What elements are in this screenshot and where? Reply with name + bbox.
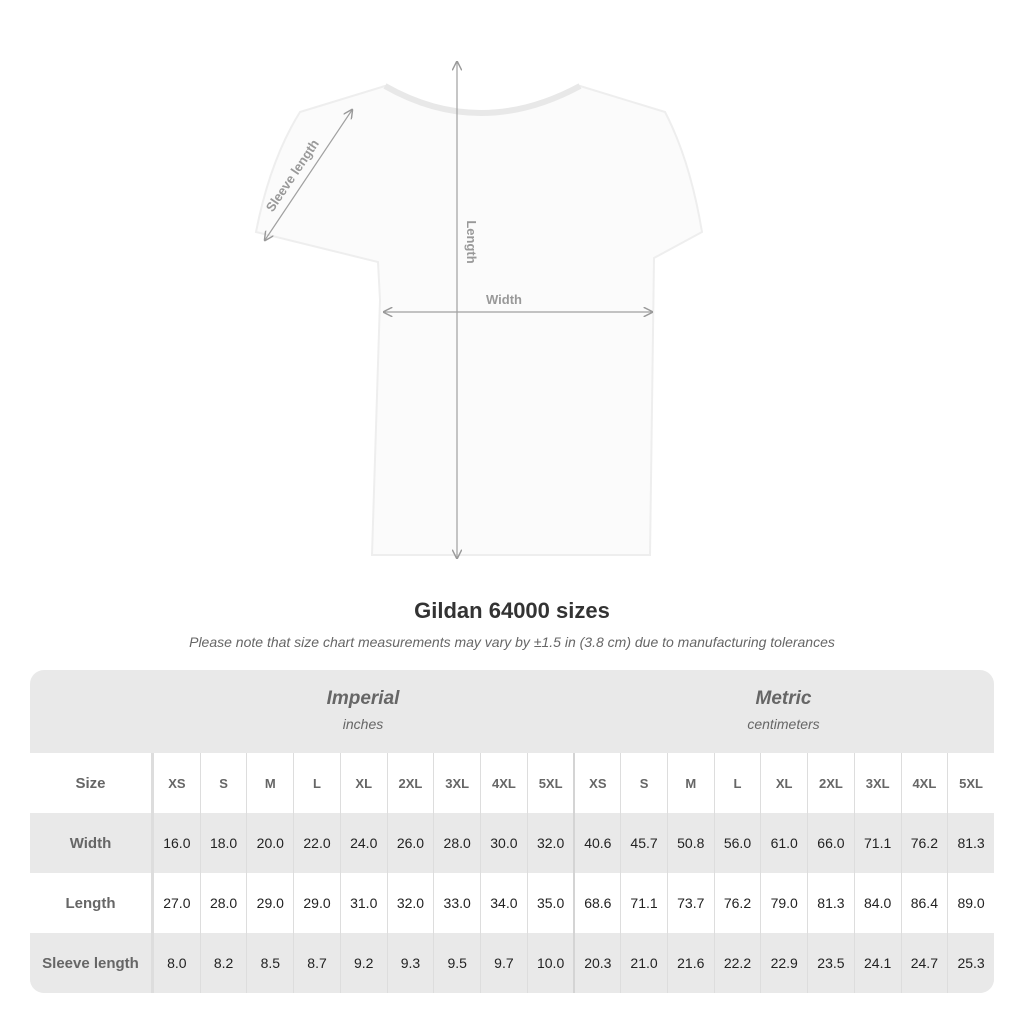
imperial-label: Imperial: [326, 688, 400, 709]
page-title: Gildan 64000 sizes: [414, 598, 610, 623]
imperial-unit: inches: [342, 716, 384, 732]
table-cell: 31.0: [339, 873, 387, 933]
table-cell: 81.3: [807, 873, 854, 933]
size-header-cell: 3XL: [433, 753, 480, 813]
table-cell: 21.0: [620, 933, 667, 993]
table-cell: 26.0: [386, 813, 434, 873]
sleeve-measure-line: [265, 110, 352, 240]
table-cell: 84.0: [853, 873, 901, 933]
size-header-cell: 3XL: [853, 753, 901, 813]
table-cell: 33.0: [433, 873, 480, 933]
size-header-cell: L: [713, 753, 761, 813]
tshirt-shape: [254, 84, 704, 556]
table-cell: 25.3: [947, 933, 994, 993]
size-header-cell: 2XL: [807, 753, 854, 813]
table-row-sleeve-length: Sleeve length 8.0 8.2 8.5 8.7 9.2 9.3 9.5 9.7 10.…: [30, 933, 994, 993]
size-row: Size XS S M L XL 2XL 3XL 4XL 5XL XS S M L XL 2XL 3XL 4XL…: [30, 753, 994, 813]
table-cell: 28.0: [199, 873, 247, 933]
size-header-cell: M: [666, 753, 714, 813]
table-cell: 22.2: [713, 933, 761, 993]
metric-unit: centimeters: [747, 716, 820, 732]
size-header-cell: 4XL: [480, 753, 527, 813]
width-label: Width: [486, 292, 522, 307]
table-cell: 22.9: [760, 933, 807, 993]
table-cell: 8.7: [293, 933, 340, 993]
size-header-cell: XL: [339, 753, 387, 813]
table-cell: 16.0: [153, 813, 200, 873]
table-cell: 10.0: [526, 933, 574, 993]
table-cell: 56.0: [713, 813, 761, 873]
table-cell: 8.2: [199, 933, 247, 993]
size-header-cell: S: [620, 753, 667, 813]
imperial-header: Imperial inches: [153, 670, 573, 753]
size-header-cell: XS: [153, 753, 200, 813]
table-cell: 30.0: [480, 813, 527, 873]
table-cell: 32.0: [526, 813, 574, 873]
size-header-cell: XS: [573, 753, 620, 813]
table-cell: 22.0: [293, 813, 340, 873]
length-label: Length: [464, 220, 479, 263]
table-row-width: Width 16.0 18.0 20.0 22.0 24.0 26.0 28.0 30.0 32.…: [30, 813, 994, 873]
table-cell: 73.7: [666, 873, 714, 933]
size-header-cell: 5XL: [526, 753, 574, 813]
table-cell: 32.0: [386, 873, 434, 933]
table-row-length: Length 27.0 28.0 29.0 29.0 31.0 32.0 33.0 34.0 35…: [30, 873, 994, 933]
table-cell: 50.8: [666, 813, 714, 873]
table-cell: 24.0: [339, 813, 387, 873]
table-cell: 71.1: [853, 813, 901, 873]
table-cell: 35.0: [526, 873, 574, 933]
row-label: Width: [30, 813, 153, 873]
table-cell: 23.5: [807, 933, 854, 993]
size-header-cell: 2XL: [386, 753, 434, 813]
table-cell: 81.3: [947, 813, 994, 873]
size-header-cell: S: [199, 753, 247, 813]
table-cell: 9.3: [386, 933, 434, 993]
table-cell: 68.6: [573, 873, 620, 933]
table-cell: 8.0: [153, 933, 200, 993]
table-cell: 9.7: [480, 933, 527, 993]
size-header-cell: L: [293, 753, 340, 813]
table-cell: 18.0: [199, 813, 247, 873]
table-cell: 9.5: [433, 933, 480, 993]
table-cell: 66.0: [807, 813, 854, 873]
table-cell: 40.6: [573, 813, 620, 873]
table-cell: 20.3: [573, 933, 620, 993]
table-cell: 8.5: [246, 933, 293, 993]
size-row-label: Size: [30, 753, 153, 813]
table-cell: 86.4: [900, 873, 948, 933]
table-cell: 28.0: [433, 813, 480, 873]
table-cell: 29.0: [246, 873, 293, 933]
row-label: Length: [30, 873, 153, 933]
size-table: Imperial inches Metric centimeters Size …: [30, 670, 994, 993]
table-cell: 76.2: [900, 813, 948, 873]
row-label: Sleeve length: [30, 933, 153, 993]
table-cell: 71.1: [620, 873, 667, 933]
table-cell: 29.0: [293, 873, 340, 933]
size-header-cell: 5XL: [947, 753, 994, 813]
table-cell: 34.0: [480, 873, 527, 933]
size-header-cell: XL: [760, 753, 807, 813]
tshirt-diagram: Sleeve length Length Width: [254, 0, 704, 590]
table-cell: 24.7: [900, 933, 948, 993]
table-cell: 45.7: [620, 813, 667, 873]
table-cell: 76.2: [713, 873, 761, 933]
table-cell: 24.1: [853, 933, 901, 993]
metric-label: Metric: [755, 688, 812, 709]
table-cell: 20.0: [246, 813, 293, 873]
size-header-cell: M: [246, 753, 293, 813]
table-cell: 9.2: [339, 933, 387, 993]
table-cell: 89.0: [947, 873, 994, 933]
table-cell: 27.0: [153, 873, 200, 933]
tolerance-note: Please note that size chart measurements…: [189, 634, 835, 650]
table-cell: 61.0: [760, 813, 807, 873]
size-header-cell: 4XL: [900, 753, 948, 813]
table-cell: 21.6: [666, 933, 714, 993]
table-cell: 79.0: [760, 873, 807, 933]
metric-header: Metric centimeters: [573, 670, 994, 753]
